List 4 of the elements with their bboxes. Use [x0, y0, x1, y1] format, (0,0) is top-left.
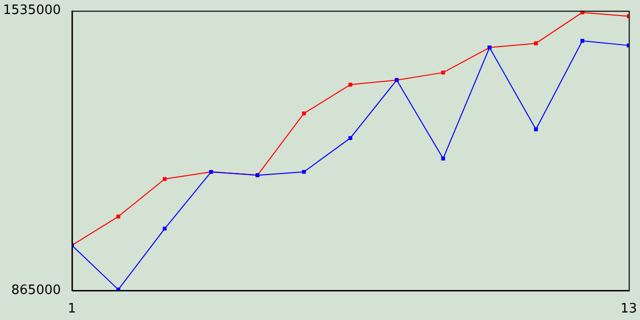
y-tick-label: 1535000 — [2, 3, 61, 18]
x-tick-label: 1 — [68, 302, 76, 317]
x-tick-label: 13 — [620, 302, 637, 317]
y-tick-label: 865000 — [11, 282, 61, 298]
